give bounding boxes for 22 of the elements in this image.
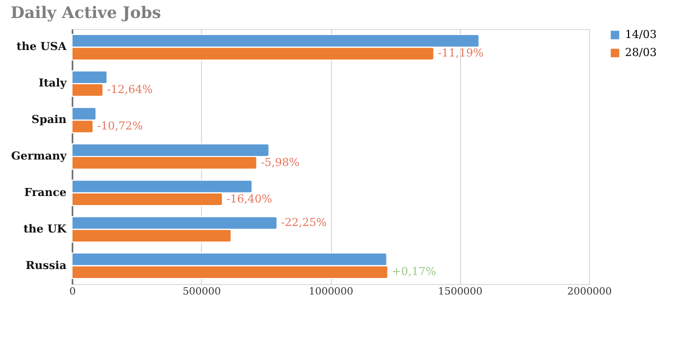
x-tick-label: 1000000 bbox=[308, 286, 354, 298]
annotation: -12,64% bbox=[107, 83, 153, 96]
y-tick-label: France bbox=[24, 186, 66, 199]
legend-label: 28/03 bbox=[625, 46, 657, 59]
y-tick-label: Spain bbox=[32, 113, 66, 126]
y-tick-label: Italy bbox=[38, 76, 68, 90]
chart-title: Daily Active Jobs bbox=[10, 3, 162, 22]
y-tick-label: the USA bbox=[16, 40, 67, 54]
x-tick-label: 1500000 bbox=[438, 286, 483, 298]
y-tick-label: Russia bbox=[26, 258, 66, 272]
annotation: -11,19% bbox=[438, 46, 484, 60]
y-tick-label: Germany bbox=[11, 150, 68, 162]
annotation: -16,40% bbox=[226, 192, 272, 206]
x-tick-label: 500000 bbox=[182, 286, 221, 298]
annotation: -10,72% bbox=[97, 119, 143, 132]
legend-label: 14/03 bbox=[625, 28, 657, 41]
annotation: +0,17% bbox=[392, 265, 436, 278]
x-tick-label: 2000000 bbox=[567, 286, 612, 298]
x-tick-label: 0 bbox=[69, 286, 76, 298]
annotation: -5,98% bbox=[260, 156, 300, 169]
y-tick-label: the UK bbox=[23, 222, 67, 236]
annotation: -22,25% bbox=[280, 216, 327, 229]
